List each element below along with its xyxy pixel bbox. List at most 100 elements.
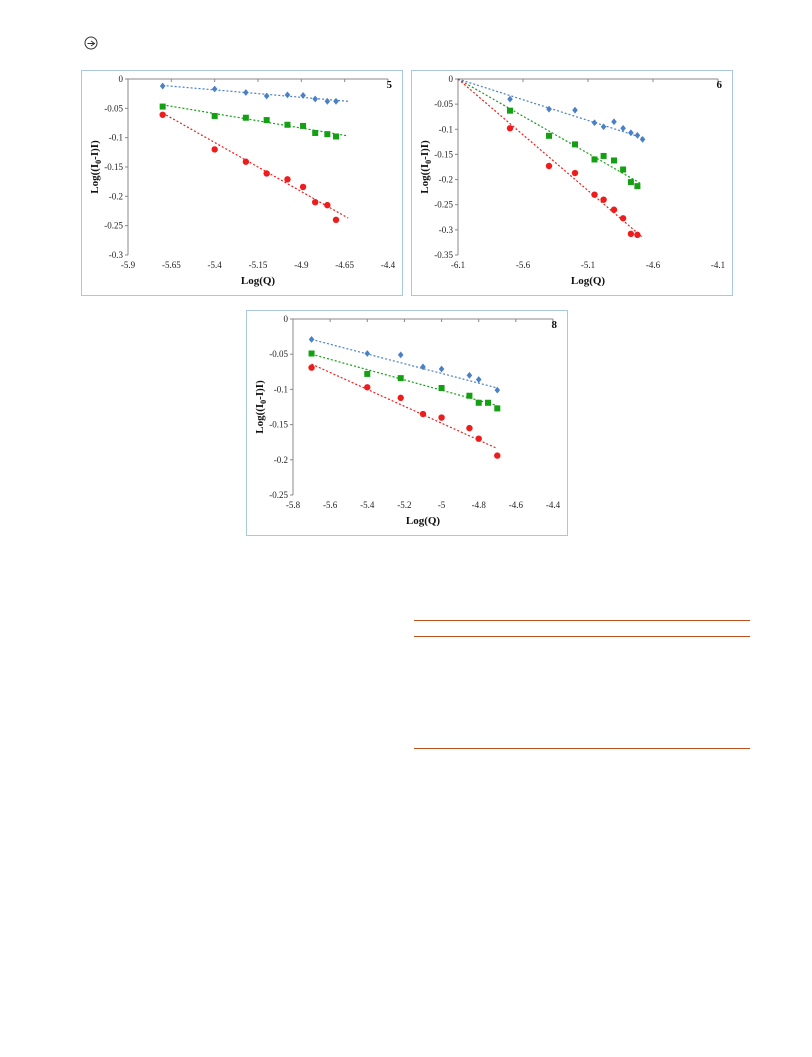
x-tick-label: -4.6: [646, 260, 661, 270]
y-tick-label: 0: [449, 74, 454, 84]
data-point-red: [419, 410, 427, 418]
data-point-green: [634, 183, 641, 190]
trend-line-blue: [311, 338, 498, 389]
data-point-red: [299, 183, 307, 191]
chart-panel-8: 0 -0.05 -0.1 -0.15 -0.2 -0.25 -5.8 -5.6 -5.4 -5.2…: [246, 310, 568, 536]
data-point-red: [475, 435, 482, 442]
data-point-blue: [438, 365, 445, 373]
y-tick-label: -0.35: [434, 250, 453, 260]
x-tick-label: -4.65: [335, 260, 354, 270]
x-axis-title: Log(Q): [241, 275, 276, 287]
data-point-red: [242, 158, 250, 165]
data-point-red: [610, 206, 618, 213]
data-point-green: [263, 117, 270, 124]
x-tick-label: -4.8: [472, 500, 487, 510]
y-axis-title: Log((I0-I)I): [89, 140, 103, 194]
data-point-blue: [611, 118, 617, 126]
data-point-green: [308, 350, 315, 357]
table-rule-bottom: [414, 748, 750, 749]
data-point-red: [600, 196, 607, 203]
y-axis-title-subscript: 0: [94, 160, 103, 164]
x-tick-label: -5.6: [323, 500, 338, 510]
data-point-green: [507, 107, 513, 114]
data-point-red: [284, 176, 291, 183]
data-point-blue: [620, 124, 626, 132]
data-point-blue: [639, 135, 646, 143]
data-point-green: [494, 405, 501, 412]
x-tick-label: -4.1: [711, 260, 725, 270]
data-point-red: [571, 169, 579, 177]
y-tick-label: -0.15: [269, 420, 288, 430]
x-tick-label: -5.1: [581, 260, 595, 270]
y-tick-label: -0.1: [109, 133, 123, 143]
data-point-blue: [397, 351, 404, 359]
x-tick-label: -5.4: [360, 500, 375, 510]
data-point-blue: [312, 95, 318, 103]
data-point-blue: [308, 336, 315, 343]
x-tick-label: -4.4: [381, 260, 396, 270]
data-point-green: [312, 129, 319, 136]
y-tick-label: -0.15: [104, 162, 123, 172]
x-tick-label: -4.6: [509, 500, 524, 510]
y-tick-label: -0.2: [109, 191, 123, 201]
data-point-red: [506, 125, 514, 132]
trend-line-green: [457, 78, 641, 184]
chart-panel-5: 0 -0.05 -0.1 -0.15 -0.2 -0.25 -0.3 -5.9 -5.65 -5.…: [81, 70, 403, 296]
data-point-red: [312, 199, 319, 206]
data-point-green: [397, 375, 404, 382]
chart-5: 0 -0.05 -0.1 -0.15 -0.2 -0.25 -0.3-5.9 -5.65 -5.…: [89, 74, 396, 287]
x-tick-label: -5.8: [286, 500, 301, 510]
data-point-blue: [333, 97, 339, 105]
data-point-blue: [475, 376, 482, 383]
y-axis-title: Log((I0-I)I): [419, 140, 433, 194]
data-point-red: [397, 394, 404, 402]
y-tick-label: -0.2: [274, 455, 288, 465]
y-tick-label: -0.25: [269, 490, 288, 500]
trend-line-red: [457, 78, 643, 238]
data-point-red: [619, 215, 627, 222]
x-tick-label: -5.4: [208, 260, 223, 270]
y-tick-label: -0.1: [439, 124, 453, 134]
data-point-green: [300, 122, 307, 129]
y-tick-label: -0.25: [104, 221, 123, 231]
series-blue: [159, 82, 349, 105]
data-point-blue: [507, 95, 513, 103]
y-tick-label: -0.25: [434, 200, 453, 210]
y-tick-label: -0.3: [109, 250, 124, 260]
data-point-blue: [420, 363, 426, 371]
panel-label: 6: [717, 79, 723, 91]
data-point-blue: [300, 92, 306, 99]
data-point-red: [627, 230, 635, 238]
data-point-red: [494, 452, 501, 459]
data-point-blue: [466, 371, 473, 379]
y-axis-title-tail: -I)I): [254, 380, 266, 400]
data-point-green: [324, 131, 331, 138]
data-point-blue: [159, 82, 166, 90]
chart-8: 0 -0.05 -0.1 -0.15 -0.2 -0.25-5.8 -5.6 -5.4 -5.2…: [254, 314, 561, 527]
data-point-red: [332, 216, 340, 223]
trend-line-blue: [162, 84, 349, 102]
data-point-red: [545, 162, 553, 170]
y-axis-title-main: Log((I: [419, 164, 431, 194]
y-tick-label: -0.05: [104, 103, 123, 113]
y-tick-label: -0.15: [434, 149, 453, 159]
x-tick-label: -4.4: [546, 500, 561, 510]
series-green: [159, 103, 349, 140]
panel-label: 5: [387, 79, 393, 91]
data-point-blue: [364, 350, 371, 357]
data-point-green: [438, 384, 445, 391]
series-blue: [308, 336, 501, 394]
chart-panel-6: 0 -0.05 -0.1 -0.15 -0.2 -0.25 -0.3 -0.35 -6.1 -5.…: [411, 70, 733, 296]
x-tick-label: -5.15: [249, 260, 268, 270]
data-point-red: [466, 424, 473, 432]
series-green: [308, 350, 501, 412]
x-tick-label: -5: [438, 500, 446, 510]
data-point-red: [634, 231, 641, 239]
data-point-blue: [243, 89, 249, 96]
data-point-blue: [591, 119, 598, 127]
x-tick-label: -5.9: [121, 260, 136, 270]
x-tick-label: -5.6: [516, 260, 531, 270]
data-point-blue: [572, 106, 578, 114]
y-tick-label: -0.1: [274, 384, 288, 394]
series-green: [457, 78, 641, 190]
